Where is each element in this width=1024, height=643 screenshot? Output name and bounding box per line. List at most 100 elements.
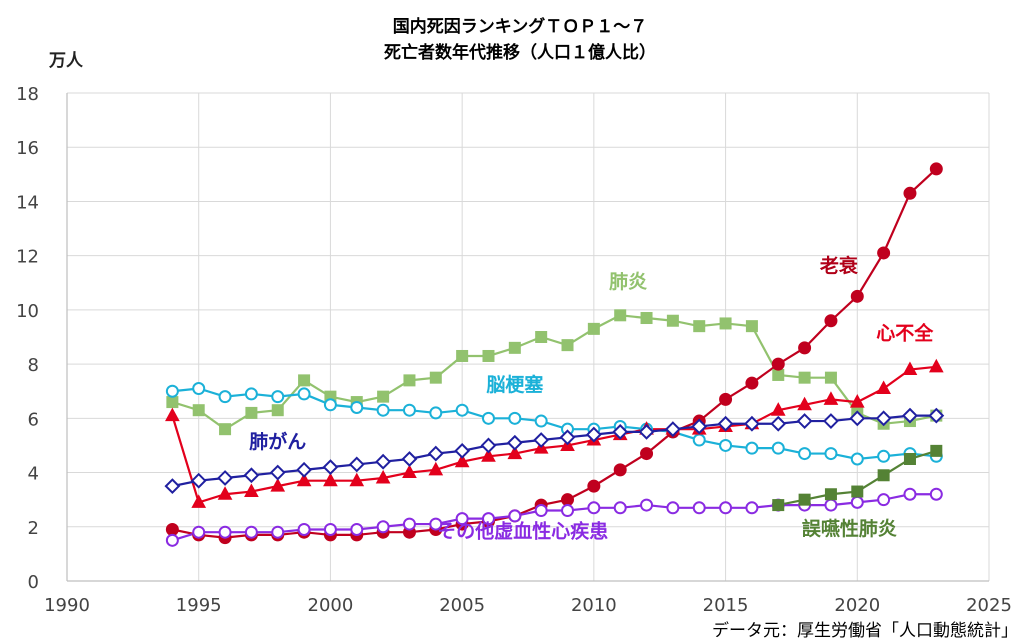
- series-4-point: [638, 423, 655, 440]
- series-0-point: [429, 371, 442, 384]
- series-6-point: [851, 485, 864, 498]
- series-6-point: [877, 469, 890, 482]
- series-5-point: [508, 509, 522, 523]
- series-4-point: [744, 415, 760, 432]
- series-1-point: [745, 441, 759, 455]
- series-6-point: [903, 453, 916, 465]
- series-0-point: [614, 309, 627, 322]
- series-5-point: [350, 522, 364, 536]
- series-label: 心不全: [876, 322, 934, 345]
- series-label: 肺がん: [249, 430, 306, 453]
- series-6-point: [930, 444, 943, 457]
- series-4-point: [480, 437, 497, 454]
- series-3-point: [876, 380, 891, 395]
- y-tick-label: 16: [16, 138, 39, 159]
- series-6-point: [798, 493, 811, 506]
- series-3-point: [165, 407, 180, 422]
- series-1-point: [798, 447, 812, 461]
- series-5-point: [165, 533, 179, 547]
- series-1-point: [218, 390, 232, 404]
- series-2-point: [850, 289, 864, 303]
- series-5-point: [271, 525, 285, 539]
- series-4-point: [928, 407, 945, 424]
- x-tick-label: 2015: [703, 595, 749, 616]
- series-1-point: [297, 387, 311, 401]
- series-1-point: [350, 400, 364, 414]
- series-4-point: [770, 415, 787, 432]
- series-0-point: [377, 390, 390, 403]
- series-3-point: [375, 469, 391, 484]
- series-1-point: [481, 411, 495, 425]
- series-1-point: [719, 438, 733, 452]
- series-2-point: [613, 463, 627, 477]
- series-1-point: [877, 449, 891, 463]
- series-5-point: [323, 522, 337, 536]
- series-0-point: [745, 320, 758, 333]
- y-tick-label: 14: [16, 192, 39, 213]
- series-3-point: [428, 461, 444, 476]
- x-tick-label: 2025: [966, 595, 1012, 616]
- series-1-point: [692, 433, 706, 447]
- series-0-point: [719, 317, 732, 330]
- series-4-point: [823, 413, 839, 429]
- series-5-point: [824, 498, 838, 512]
- series-4-point: [506, 434, 523, 451]
- series-5-point: [455, 512, 469, 526]
- series-0-point: [166, 396, 179, 409]
- series-3-point: [454, 453, 470, 468]
- series-2-point: [824, 314, 838, 328]
- series-4-point: [296, 461, 312, 478]
- series-5-point: [929, 487, 943, 501]
- series-0-point: [640, 312, 653, 325]
- series-4-point: [533, 432, 550, 448]
- tick-labels: 0 2 4 6 8 10 12 14 16 18 1990 1995 2000 2005 2010 2015 2…: [16, 84, 1012, 616]
- series-3-point: [902, 361, 918, 376]
- series-1-point: [271, 390, 285, 404]
- series-4-point: [664, 421, 681, 438]
- series-2-point: [929, 162, 943, 176]
- y-tick-label: 18: [16, 84, 39, 105]
- series-5-point: [640, 498, 654, 512]
- series-1-point: [165, 384, 179, 398]
- y-tick-label: 6: [28, 409, 39, 430]
- x-tick-label: 2010: [571, 595, 617, 616]
- series-5-point: [903, 487, 917, 501]
- series-0-point: [561, 339, 574, 352]
- y-axis-label: 万人: [48, 51, 84, 71]
- series-4-point: [322, 459, 339, 476]
- series-3-point: [349, 472, 365, 487]
- series-5-point: [481, 512, 495, 526]
- series-4-point: [585, 426, 602, 443]
- series-4-point: [348, 456, 365, 473]
- series-label: 誤嚥性肺炎: [802, 517, 897, 540]
- series-0-point: [666, 314, 679, 327]
- series-0-point: [798, 371, 811, 384]
- series-1-point: [824, 447, 838, 461]
- series-2-point: [587, 479, 601, 493]
- series-4-point: [190, 472, 207, 489]
- series-5-point: [613, 501, 627, 515]
- series-0-point: [535, 331, 548, 343]
- series-3-point: [270, 478, 286, 492]
- series-4-point: [717, 415, 734, 432]
- series-label: 老衰: [820, 254, 859, 277]
- series-1-point: [402, 403, 416, 417]
- series-4-point: [427, 445, 444, 462]
- chart-title-line-2: 死亡者数年代推移（人口１億人比）: [384, 42, 656, 63]
- series-5-point: [534, 504, 548, 518]
- series-3-point: [849, 394, 865, 408]
- series-1-point: [850, 452, 864, 466]
- series-1-point: [429, 406, 443, 420]
- series-5-point: [719, 501, 733, 515]
- series-5-point: [666, 501, 680, 515]
- series-1-point: [508, 411, 522, 425]
- series-0-point: [219, 423, 232, 436]
- series-4-point: [875, 410, 892, 427]
- series-2-point: [903, 186, 917, 200]
- series-5-point: [745, 501, 759, 515]
- series-3-point: [296, 472, 312, 487]
- series-3-point: [797, 396, 812, 411]
- series-5-point: [402, 517, 416, 531]
